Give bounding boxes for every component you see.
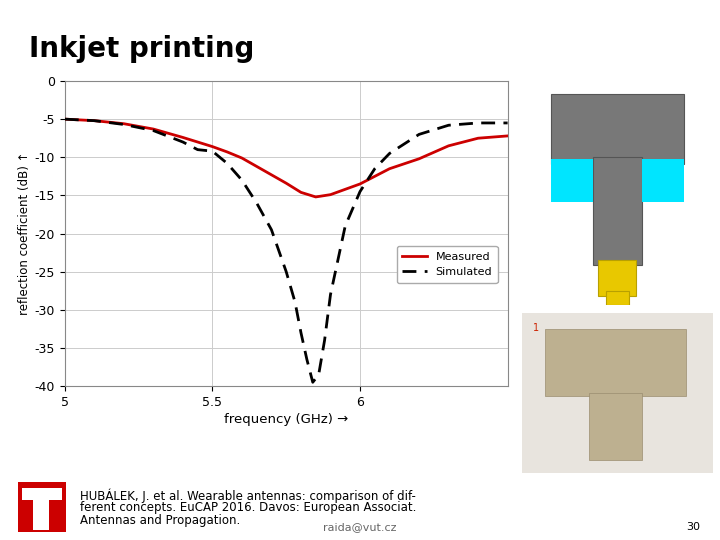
Bar	[593, 157, 642, 265]
Text: 1: 1	[534, 323, 539, 333]
Legend: Measured, Simulated: Measured, Simulated	[397, 246, 498, 283]
Bar	[551, 159, 593, 202]
Text: HUBÁLEK, J. et al. Wearable antennas: comparison of dif-: HUBÁLEK, J. et al. Wearable antennas: co…	[80, 488, 416, 503]
Text: raida@vut.cz: raida@vut.cz	[323, 522, 397, 532]
Text: Antennas and Propagation.: Antennas and Propagation.	[80, 514, 240, 527]
Text: 30: 30	[686, 522, 700, 532]
Bar	[606, 291, 629, 305]
Bar	[22, 488, 62, 500]
Bar	[589, 393, 642, 460]
Bar	[18, 482, 66, 532]
Bar	[598, 260, 636, 296]
Y-axis label: reflection coefficient (dB) ↑: reflection coefficient (dB) ↑	[17, 152, 30, 315]
Text: ferent concepts. EuCAP 2016. Davos: European Associat.: ferent concepts. EuCAP 2016. Davos: Euro…	[80, 501, 416, 514]
Text: Inkjet printing: Inkjet printing	[29, 35, 254, 63]
Bar	[33, 498, 49, 530]
Bar	[545, 329, 686, 396]
X-axis label: frequency (GHz) →: frequency (GHz) →	[224, 413, 348, 426]
Bar	[642, 159, 684, 202]
Bar	[551, 94, 684, 164]
